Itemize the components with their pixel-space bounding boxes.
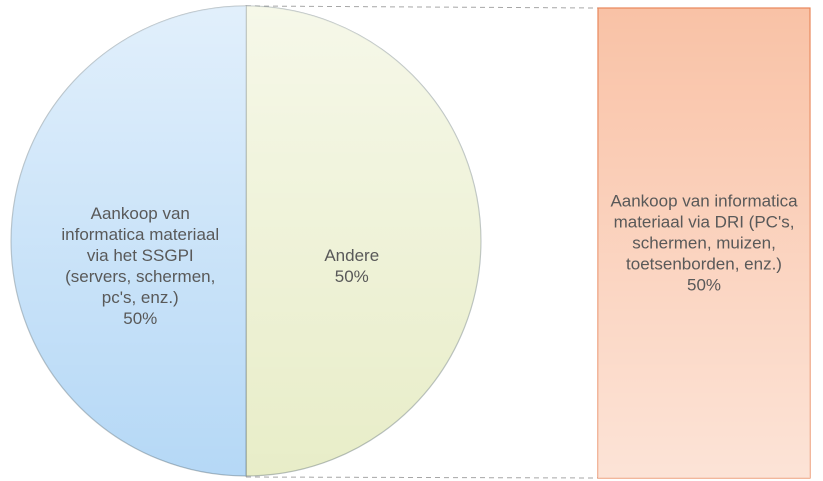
label-text: 50%	[123, 309, 158, 328]
label-text: Aankoop van informatica materiaal via DR…	[610, 191, 798, 274]
connector-line	[245, 476, 599, 479]
label-text: Andere	[324, 246, 380, 265]
connector-line	[245, 5, 599, 9]
slice-shine	[11, 6, 247, 476]
slice-shine	[246, 6, 481, 476]
data-label: Aankoop van informatica materiaal via DR…	[609, 191, 799, 296]
label-text: 50%	[334, 267, 369, 286]
label-text: Aankoop van informatica materiaal via he…	[61, 204, 220, 307]
label-text: 50%	[686, 275, 722, 295]
data-label: Aankoop van informatica materiaal via he…	[58, 203, 223, 329]
bar-shine	[598, 8, 810, 478]
data-label: Andere 50%	[269, 245, 434, 287]
